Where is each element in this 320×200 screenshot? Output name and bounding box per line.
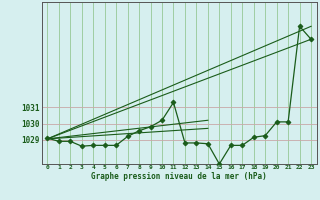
X-axis label: Graphe pression niveau de la mer (hPa): Graphe pression niveau de la mer (hPa)	[91, 172, 267, 181]
